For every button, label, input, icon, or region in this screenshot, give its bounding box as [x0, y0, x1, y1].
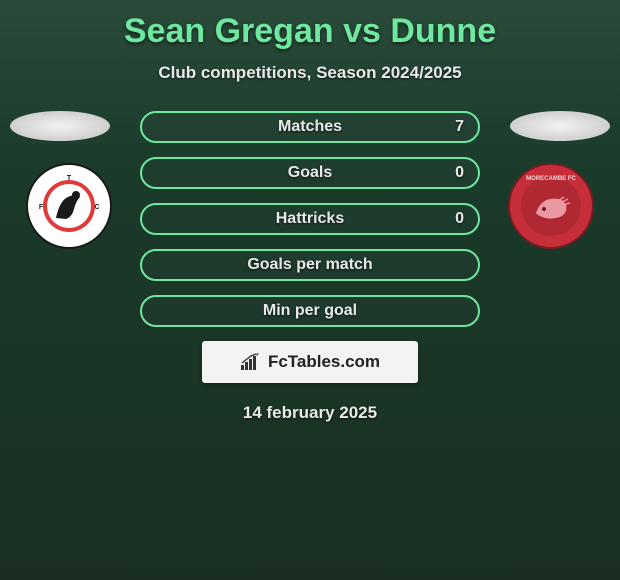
page-title: Sean Gregan vs Dunne — [0, 0, 620, 51]
stat-row-goals: Goals 0 — [140, 157, 480, 189]
stat-label: Min per goal — [263, 302, 357, 320]
stat-label: Goals — [288, 164, 332, 182]
svg-text:F: F — [39, 204, 44, 211]
fleetwood-town-badge: T F C — [26, 163, 112, 249]
watermark: FcTables.com — [202, 341, 418, 383]
svg-text:T: T — [67, 175, 72, 182]
stats-table: Matches 7 Goals 0 Hattricks 0 Goals per … — [140, 111, 480, 327]
date-label: 14 february 2025 — [0, 403, 620, 423]
svg-text:C: C — [94, 204, 99, 211]
stat-row-matches: Matches 7 — [140, 111, 480, 143]
stat-row-min-per-goal: Min per goal — [140, 295, 480, 327]
stat-value-right: 7 — [455, 118, 464, 136]
stat-label: Goals per match — [247, 256, 372, 274]
stat-value-right: 0 — [455, 164, 464, 182]
content-area: T F C MORECAMBE FC Matches 7 Goals 0 Hat… — [0, 111, 620, 423]
watermark-text: FcTables.com — [268, 352, 380, 372]
stat-label: Hattricks — [276, 210, 344, 228]
stat-value-right: 0 — [455, 210, 464, 228]
morecambe-badge: MORECAMBE FC — [508, 163, 594, 249]
chart-icon — [240, 353, 262, 371]
stat-row-hattricks: Hattricks 0 — [140, 203, 480, 235]
stat-row-goals-per-match: Goals per match — [140, 249, 480, 281]
stat-label: Matches — [278, 118, 342, 136]
svg-text:MORECAMBE FC: MORECAMBE FC — [526, 176, 576, 182]
subtitle: Club competitions, Season 2024/2025 — [0, 63, 620, 83]
player-right-placeholder — [510, 111, 610, 141]
player-left-placeholder — [10, 111, 110, 141]
